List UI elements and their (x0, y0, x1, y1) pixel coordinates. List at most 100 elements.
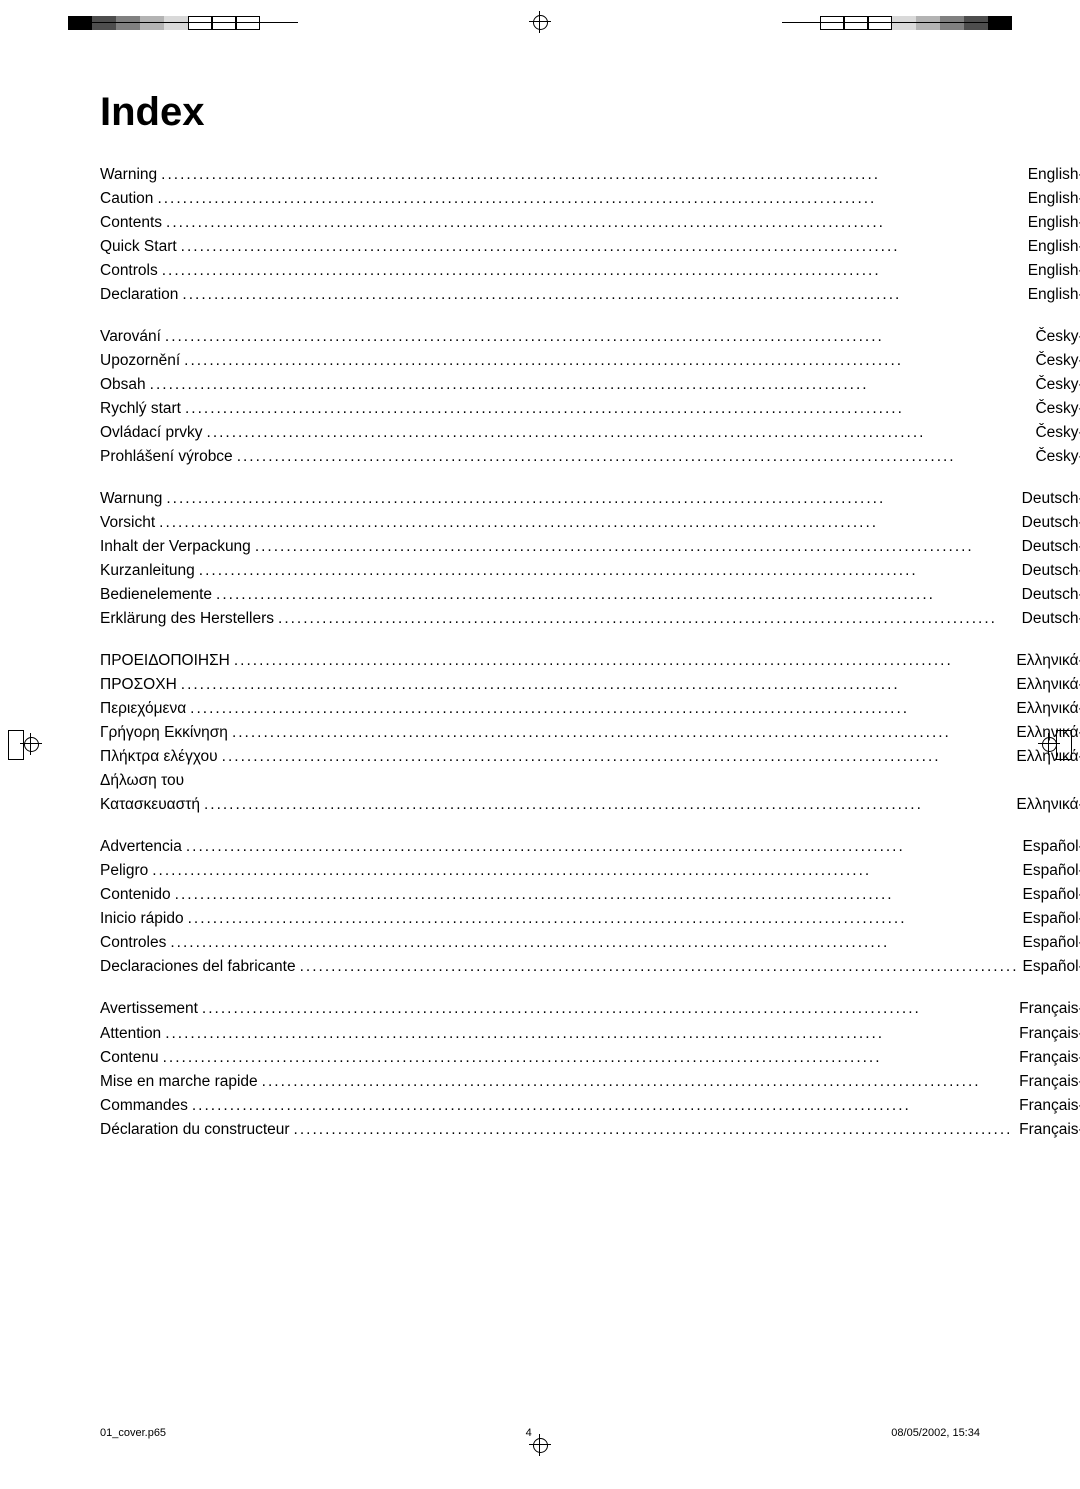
index-page: English-1 (1028, 187, 1080, 211)
index-row: Prohlášení výrobceČesky-3 (100, 445, 1080, 469)
leader-dots (150, 373, 1032, 397)
index-label: Declaration (100, 283, 178, 307)
index-row: Mise en marche rapideFrançais-1 (100, 1070, 1080, 1094)
index-page: Česky-1 (1035, 325, 1080, 349)
index-group: AvertissementFrançais-1AttentionFrançais… (100, 997, 1080, 1141)
index-row: Γρήγορη Εκκίνηση Ελληνικά-1 (100, 721, 1080, 745)
leader-dots (216, 583, 1018, 607)
index-row: Controles Español-2 (100, 931, 1080, 955)
index-row: Inicio rápidoEspañol-1 (100, 907, 1080, 931)
leader-dots (152, 859, 1018, 883)
leader-dots (165, 1022, 1015, 1046)
crosshair-top (529, 11, 551, 33)
reg-swatches-right (820, 16, 1012, 30)
index-page: Česky-2 (1035, 421, 1080, 445)
index-label: Contenido (100, 883, 171, 907)
footer-timestamp: 08/05/2002, 15:34 (891, 1427, 980, 1439)
index-row: Declaraciones del fabricanteEspañol-3 (100, 955, 1080, 979)
index-row: ContenuFrançais-1 (100, 1046, 1080, 1070)
leader-dots (204, 793, 1012, 817)
index-page: Deutsch-3 (1022, 607, 1080, 631)
index-label: Warning (100, 163, 157, 187)
leader-dots (186, 835, 1019, 859)
index-label: Controls (100, 259, 158, 283)
index-page: Français-3 (1019, 1118, 1080, 1142)
index-row: Erklärung des Herstellers Deutsch-3 (100, 607, 1080, 631)
index-label: Rychlý start (100, 397, 181, 421)
index-page: Español-1 (1023, 907, 1080, 931)
index-label: Γρήγορη Εκκίνηση (100, 721, 228, 745)
index-page: Deutsch-1 (1022, 487, 1080, 511)
index-label: Déclaration du constructeur (100, 1118, 290, 1142)
leader-dots (237, 445, 1032, 469)
index-row: Contenido Español-1 (100, 883, 1080, 907)
index-row: KurzanleitungDeutsch-1 (100, 559, 1080, 583)
index-row: VorsichtDeutsch-1 (100, 511, 1080, 535)
index-row: Warnung Deutsch-1 (100, 487, 1080, 511)
index-page: English-3 (1028, 283, 1080, 307)
index-row: ΠΡΟΕΙΔΟΠΟΙΗΣΗΕλληνικά-1 (100, 649, 1080, 673)
index-page: Ελληνικά-1 (1016, 673, 1080, 697)
index-label: Κατασκευαστή (100, 793, 200, 817)
leader-dots (185, 397, 1032, 421)
index-label: Bedienelemente (100, 583, 212, 607)
index-page: Česky-1 (1035, 397, 1080, 421)
index-page: Español-1 (1023, 883, 1080, 907)
index-label: Δήλωση του (100, 769, 184, 793)
index-label: Caution (100, 187, 153, 211)
index-page: English-1 (1028, 211, 1080, 235)
leader-dots (159, 511, 1018, 535)
leader-dots (199, 559, 1018, 583)
index-row: Rychlý start Česky-1 (100, 397, 1080, 421)
index-label: Warnung (100, 487, 162, 511)
index-label: Πλήκτρα ελέγχου (100, 745, 218, 769)
index-group: Warnung Deutsch-1VorsichtDeutsch-1Inhalt … (100, 487, 1080, 631)
index-label: Kurzanleitung (100, 559, 195, 583)
index-row: Déclaration du constructeur Français-3 (100, 1118, 1080, 1142)
index-row: Inhalt der VerpackungDeutsch-1 (100, 535, 1080, 559)
page: Index WarningEnglish-1CautionEnglish-1Co… (0, 0, 1080, 1489)
index-page: Deutsch-2 (1022, 583, 1080, 607)
index-label: ΠΡΟΕΙΔΟΠΟΙΗΣΗ (100, 649, 230, 673)
index-row: Varování Česky-1 (100, 325, 1080, 349)
index-page: English-2 (1028, 259, 1080, 283)
leader-dots (175, 883, 1019, 907)
index-page: Français-1 (1019, 1022, 1080, 1046)
index-label: Contents (100, 211, 162, 235)
index-label: Varování (100, 325, 161, 349)
index-group: ΠΡΟΕΙΔΟΠΟΙΗΣΗΕλληνικά-1ΠΡΟΣΟΧΗΕλληνικά-1… (100, 649, 1080, 817)
index-page: Français-1 (1019, 997, 1080, 1021)
leader-dots (300, 955, 1019, 979)
leader-dots (163, 1046, 1016, 1070)
index-page: Español-2 (1023, 931, 1080, 955)
index-label: Commandes (100, 1094, 188, 1118)
index-row: ΚατασκευαστήΕλληνικά-3 (100, 793, 1080, 817)
leader-dots (181, 235, 1024, 259)
leader-dots (234, 649, 1013, 673)
leader-dots (162, 259, 1024, 283)
index-label: Controles (100, 931, 166, 955)
leader-dots (192, 1094, 1015, 1118)
index-row: Πλήκτρα ελέγχουΕλληνικά-2 (100, 745, 1080, 769)
index-label: Quick Start (100, 235, 177, 259)
index-label: Ovládací prvky (100, 421, 203, 445)
index-row: CommandesFrançais-2 (100, 1094, 1080, 1118)
index-page: Ελληνικά-1 (1016, 721, 1080, 745)
footer: 01_cover.p65 4 08/05/2002, 15:34 (100, 1427, 980, 1439)
leader-dots (294, 1118, 1016, 1142)
index-row: ObsahČesky-1 (100, 373, 1080, 397)
index-page: Česky-1 (1035, 373, 1080, 397)
index-row: Contents English-1 (100, 211, 1080, 235)
leader-dots (181, 673, 1013, 697)
leader-dots (184, 349, 1031, 373)
content: Index WarningEnglish-1CautionEnglish-1Co… (100, 90, 980, 1379)
index-label: Erklärung des Herstellers (100, 607, 274, 631)
index-row: AttentionFrançais-1 (100, 1022, 1080, 1046)
index-row: Quick StartEnglish-1 (100, 235, 1080, 259)
index-row: Controls English-2 (100, 259, 1080, 283)
leader-dots (166, 487, 1017, 511)
index-label: Prohlášení výrobce (100, 445, 233, 469)
leader-dots (255, 535, 1018, 559)
index-label: Inhalt der Verpackung (100, 535, 251, 559)
index-page: Česky-1 (1035, 349, 1080, 373)
